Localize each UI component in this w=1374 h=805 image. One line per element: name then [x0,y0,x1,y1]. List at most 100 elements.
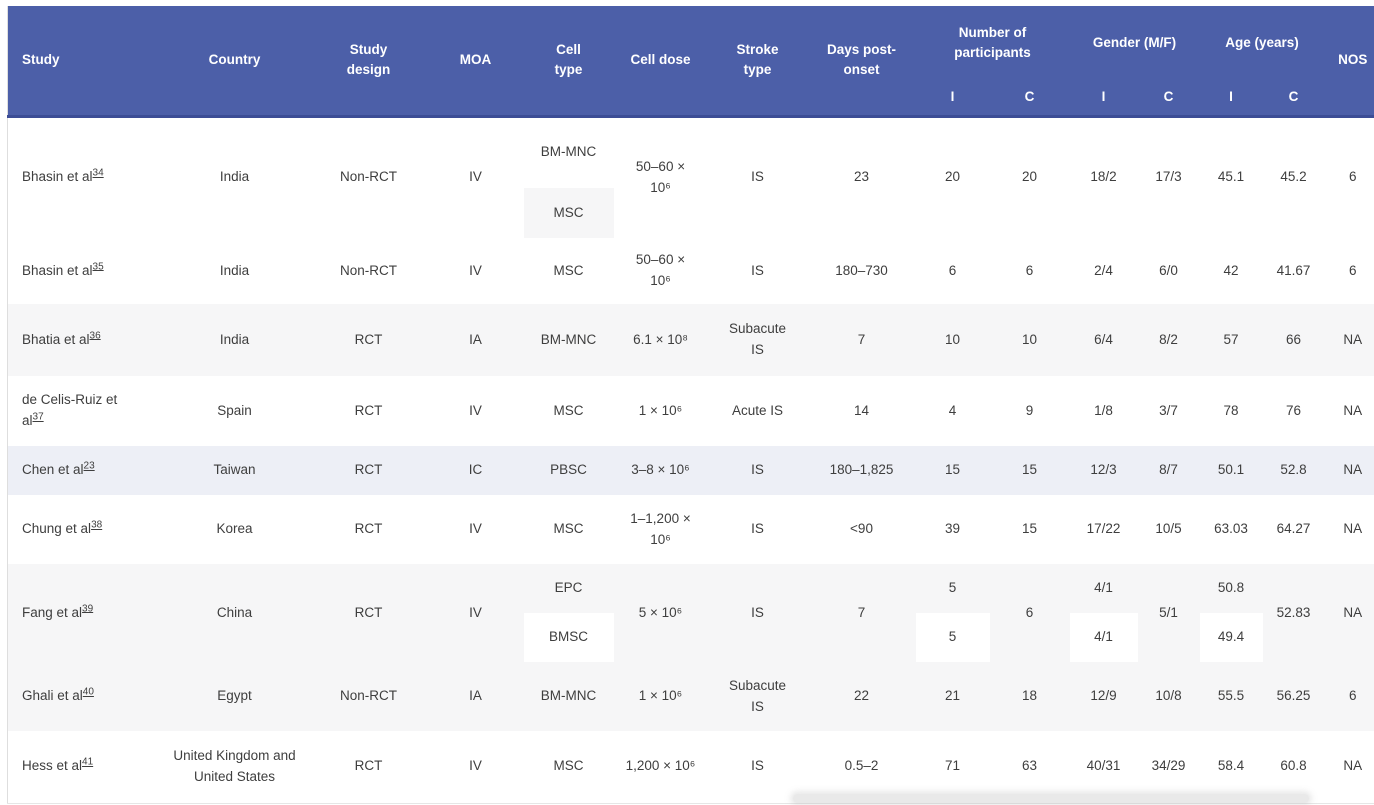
study-name: Hess et al [22,758,83,774]
cell-age-i: 63.03 [1199,495,1263,564]
reference-link[interactable]: 41 [82,756,94,768]
cell-country: India [159,304,310,376]
cell-age-c: 60.8 [1262,731,1325,803]
cell-participants-i: 20 [915,114,990,238]
col-header-days-post-onset: Days post-onset [807,6,916,116]
cell-age-i: 49.4 [1199,613,1263,662]
table-row: Chung et al38 Korea RCT IV MSC 1–1,200 × 10⁶ I… [7,495,1374,564]
cell-moa: IA [427,304,524,376]
cell-moa: IV [427,731,524,803]
table-row: Chen et al23 Taiwan RCT IC PBSC 3–8 × 10⁶ IS 18… [7,446,1374,495]
cell-participants-i: 4 [915,376,990,446]
cell-days-post-onset: 180–730 [807,238,916,304]
reference-link[interactable]: 38 [91,519,103,531]
cell-cell-dose: 6.1 × 10⁸ [613,304,708,376]
cell-cell-type: MSC [523,188,614,238]
cell-study: Ghali et al40 [7,662,160,731]
subcol-participants-i: I [915,80,990,116]
cell-age-c: 45.2 [1262,114,1325,238]
cell-age-i: 50.8 [1199,564,1263,613]
cell-days-post-onset: 23 [807,114,916,238]
cell-gender-c: 34/29 [1137,731,1200,803]
cell-participants-i: 71 [915,731,990,803]
cell-study: Bhasin et al35 [7,238,160,304]
cell-participants-c: 18 [989,662,1070,731]
cell-moa: IV [427,114,524,238]
reference-link[interactable]: 37 [32,411,44,423]
table-row: Bhasin et al34 India Non-RCT IV BM-MNC 50–60 … [7,114,1374,238]
table-row: Fang et al39 China RCT IV EPC 5 × 10⁶ IS 7 5 6 4/1… [7,564,1374,662]
cell-country: India [159,238,310,304]
study-name: Fang et al [22,604,83,620]
col-header-cell-type: Cell type [523,6,614,116]
cell-cell-type: BMSC [523,613,614,662]
col-header-stroke-type: Stroke type [707,6,808,116]
cell-cell-dose: 1,200 × 10⁶ [613,731,708,803]
cell-country: Egypt [159,662,310,731]
cell-cell-type: MSC [523,238,614,304]
cell-gender-c: 8/7 [1137,446,1200,495]
cell-study-design: Non-RCT [309,238,428,304]
cell-stroke-type: IS [707,238,808,304]
table-header: Study Country Study design MOA Cell type… [7,6,1374,116]
cell-moa: IV [427,238,524,304]
cell-participants-i: 6 [915,238,990,304]
reference-link[interactable]: 35 [92,261,104,273]
table-row: Ghali et al40 Egypt Non-RCT IA BM-MNC 1 × 10⁶… [7,662,1374,731]
subcol-participants-c: C [989,80,1070,116]
cell-country: Spain [159,376,310,446]
cell-gender-i: 40/31 [1069,731,1138,803]
group-header-age: Age (years) [1199,6,1325,80]
cell-age-c: 41.67 [1262,238,1325,304]
col-header-study: Study [7,6,160,116]
cell-participants-c: 15 [989,495,1070,564]
cell-cell-dose: 5 × 10⁶ [613,564,708,662]
reference-link[interactable]: 34 [92,167,104,179]
cell-gender-c: 3/7 [1137,376,1200,446]
cell-gender-c: 17/3 [1137,114,1200,238]
cell-age-i: 78 [1199,376,1263,446]
cell-cell-dose: 50–60 × 10⁶ [613,114,708,238]
reference-link[interactable]: 40 [82,686,94,698]
cell-participants-c: 63 [989,731,1070,803]
cell-country: Taiwan [159,446,310,495]
cell-participants-i: 21 [915,662,990,731]
cell-participants-c: 10 [989,304,1070,376]
reference-link[interactable]: 39 [82,603,94,615]
cell-age-c: 76 [1262,376,1325,446]
subcol-age-i: I [1199,80,1263,116]
col-header-country: Country [159,6,310,116]
cell-age-c: 56.25 [1262,662,1325,731]
cell-gender-i: 12/9 [1069,662,1138,731]
cell-moa: IC [427,446,524,495]
reference-link[interactable]: 36 [89,330,101,342]
col-header-nos: NOS [1324,6,1374,116]
cell-nos: 6 [1324,238,1374,304]
cell-age-i: 57 [1199,304,1263,376]
cell-days-post-onset: 7 [807,304,916,376]
cell-cell-type: BM-MNC [523,662,614,731]
cell-participants-c: 15 [989,446,1070,495]
cell-study-design: RCT [309,446,428,495]
cell-nos: 6 [1324,662,1374,731]
cell-study: de Celis-Ruiz et al37 [7,376,160,446]
study-name: Bhatia et al [22,331,90,347]
cell-gender-i: 2/4 [1069,238,1138,304]
cell-study: Hess et al41 [7,731,160,803]
cell-participants-c: 6 [989,238,1070,304]
horizontal-scrollbar-thumb[interactable] [793,794,1309,803]
cell-moa: IV [427,564,524,662]
cell-participants-i: 5 [915,613,990,662]
table-sub-row: BMSC 5 4/1 49.4 [8,613,1374,662]
cell-cell-type: MSC [523,376,614,446]
table-row: Hess et al41 United Kingdom and United St… [7,731,1374,803]
cell-stroke-type: Subacute IS [707,304,808,376]
cell-age-c: 52.83 [1262,564,1325,662]
cell-age-i: 50.1 [1199,446,1263,495]
cell-cell-dose: 3–8 × 10⁶ [613,446,708,495]
cell-study: Chung et al38 [7,495,160,564]
reference-link[interactable]: 23 [83,460,95,472]
cell-cell-type: MSC [523,495,614,564]
studies-table: Study Country Study design MOA Cell type… [7,6,1374,804]
cell-days-post-onset: 14 [807,376,916,446]
